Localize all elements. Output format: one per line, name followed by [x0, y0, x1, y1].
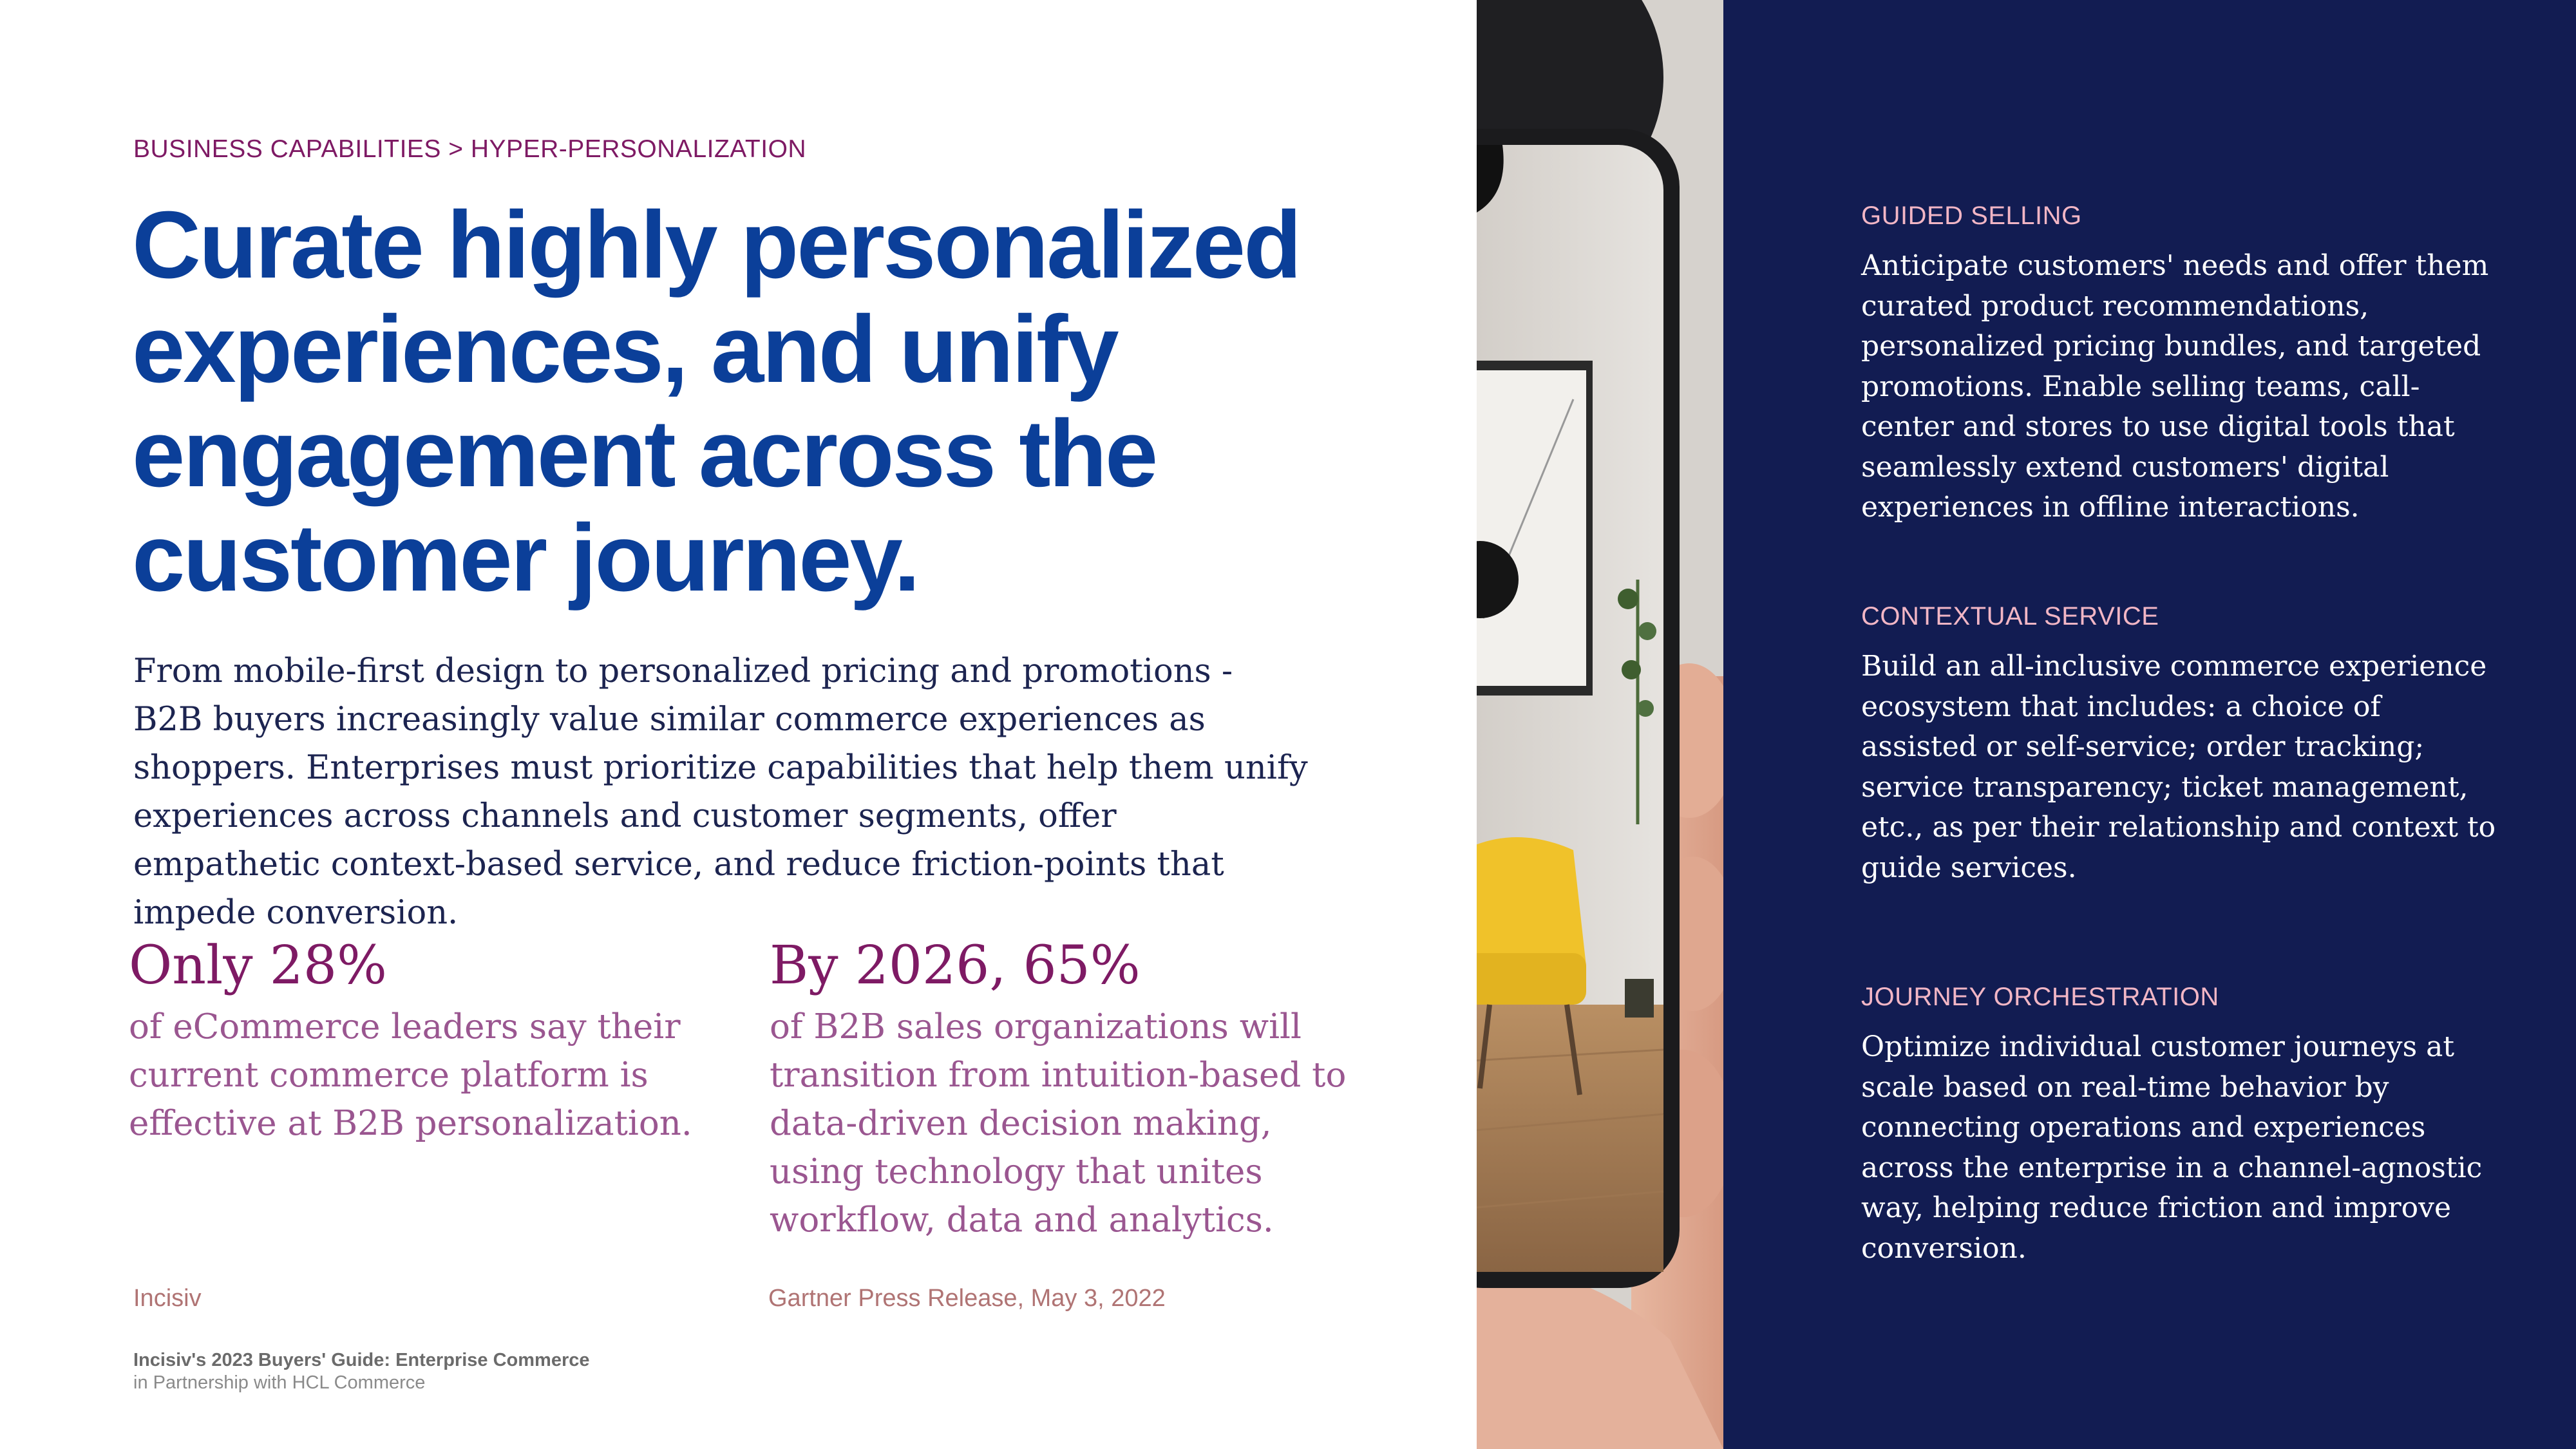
capability-body: Build an all-inclusive commerce experien…: [1861, 650, 2496, 884]
capability-title: GUIDED SELLING: [1861, 202, 2082, 230]
intro-paragraph: From mobile-first design to personalized…: [133, 652, 1308, 932]
footer-title: Incisiv's 2023 Buyers' Guide: Enterprise…: [133, 1350, 590, 1370]
capability-body: Anticipate customers' needs and offer th…: [1861, 249, 2489, 524]
stat-description: of eCommerce leaders say their current c…: [129, 1007, 692, 1143]
capability-guided-selling: GUIDED SELLING Anticipate customers' nee…: [1861, 200, 2505, 528]
breadcrumb: BUSINESS CAPABILITIES > HYPER-PERSONALIZ…: [133, 135, 807, 163]
stat-block-1: Only 28% of eCommerce leaders say their …: [129, 931, 708, 1148]
phone-photo: [1477, 0, 1723, 1449]
capability-title: CONTEXTUAL SERVICE: [1861, 602, 2159, 630]
capability-body: Optimize individual customer journeys at…: [1861, 1030, 2483, 1265]
phone-illustration: [1477, 0, 1723, 1449]
capability-journey-orchestration: JOURNEY ORCHESTRATION Optimize individua…: [1861, 981, 2505, 1269]
stat-value: By 2026, 65%: [770, 935, 1141, 996]
page-title: Curate highly personalized experiences, …: [132, 192, 1302, 611]
stat-description: of B2B sales organizations will transiti…: [770, 1007, 1347, 1240]
stat-source: Gartner Press Release, May 3, 2022: [768, 1285, 1166, 1312]
stat-source: Incisiv: [133, 1285, 202, 1312]
stat-block-2: By 2026, 65% of B2B sales organizations …: [770, 931, 1349, 1244]
capability-contextual-service: CONTEXTUAL SERVICE Build an all-inclusiv…: [1861, 600, 2505, 888]
footer-subtitle: in Partnership with HCL Commerce: [133, 1372, 426, 1393]
stat-value: Only 28%: [129, 935, 387, 996]
capabilities-panel: GUIDED SELLING Anticipate customers' nee…: [1723, 0, 2576, 1449]
capability-title: JOURNEY ORCHESTRATION: [1861, 983, 2219, 1011]
